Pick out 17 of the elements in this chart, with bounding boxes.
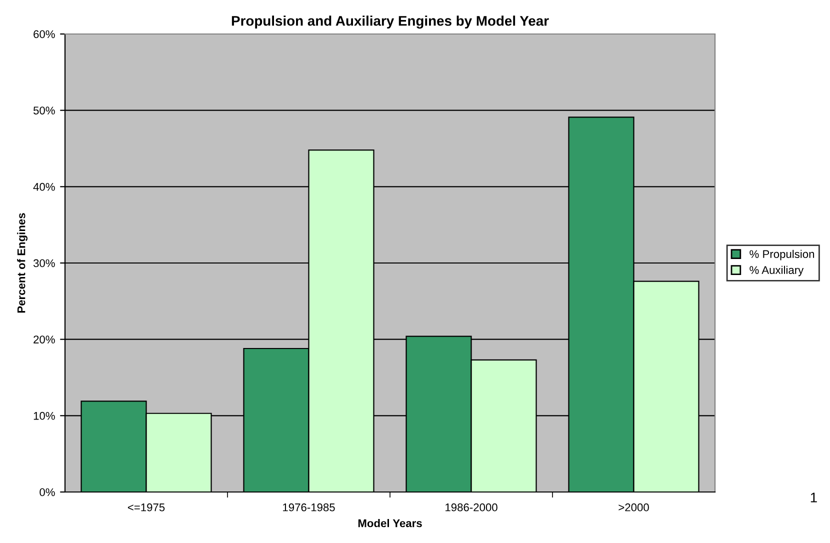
x-tick-label: <=1975 (128, 503, 165, 512)
text: 1 (810, 492, 817, 502)
legend-label: % Propulsion (750, 250, 814, 260)
x-axis-title: Model Years (358, 519, 422, 528)
y-tick-label: 20% (34, 336, 55, 344)
y-tick-label: 60% (34, 30, 55, 38)
y-tick-label: 40% (33, 182, 55, 191)
y-axis-title: Percent of Engines (17, 213, 28, 313)
y-tick-label: 30% (33, 259, 55, 268)
y-tick-label: 10% (34, 412, 55, 420)
y-tick-label: 0% (40, 488, 55, 496)
x-tick-label: >2000 (618, 503, 649, 512)
chart-title: Propulsion and Auxiliary Engines by Model Year (232, 16, 549, 29)
x-tick-label: 1986-2000 (446, 503, 498, 512)
legend-label: % Auxiliary (750, 266, 804, 276)
x-tick-label: 1976-1985 (283, 503, 335, 512)
y-tick-label: 50% (33, 106, 55, 114)
